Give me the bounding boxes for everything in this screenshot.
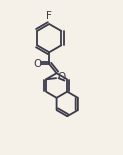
- Text: O: O: [57, 73, 65, 82]
- Text: O: O: [34, 59, 42, 69]
- Text: F: F: [46, 11, 52, 21]
